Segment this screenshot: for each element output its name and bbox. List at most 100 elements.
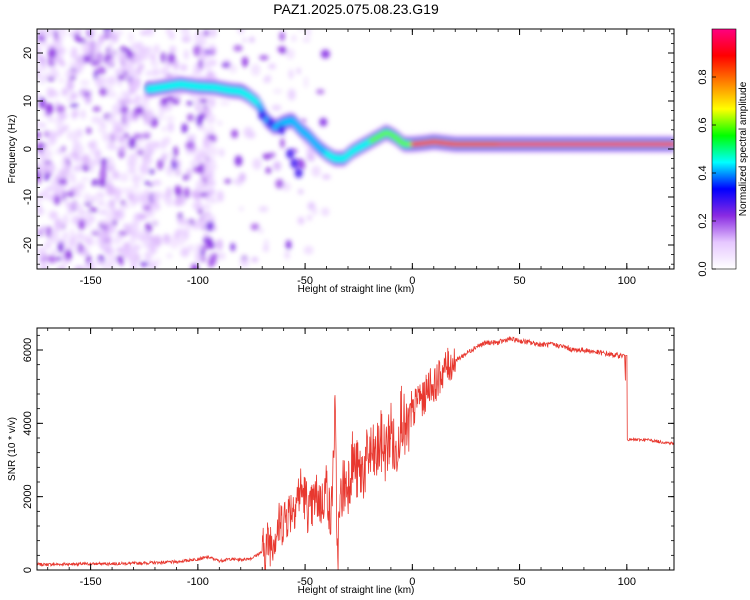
noise-blob xyxy=(93,227,104,233)
noise-blob xyxy=(190,160,197,167)
noise-blob xyxy=(96,191,105,200)
noise-blob xyxy=(125,118,130,130)
noise-blob xyxy=(72,130,78,136)
noise-blob xyxy=(196,114,203,127)
noise-blob xyxy=(60,168,67,179)
noise-blob xyxy=(136,230,146,236)
noise-blob xyxy=(73,192,82,198)
noise-blob xyxy=(101,34,111,40)
noise-blob xyxy=(144,180,149,185)
noise-blob xyxy=(68,70,78,77)
noise-blob xyxy=(105,85,114,92)
noise-blob xyxy=(131,42,140,51)
noise-blob xyxy=(80,79,90,86)
noise-blob xyxy=(125,58,134,71)
noise-blob xyxy=(114,187,122,199)
noise-blob xyxy=(141,48,148,61)
noise-blob xyxy=(138,63,145,70)
noise-blob xyxy=(124,74,130,80)
noise-blob xyxy=(57,241,64,253)
snr-y-tick-label: 0 xyxy=(22,567,34,573)
noise-blob xyxy=(108,58,116,65)
noise-blob xyxy=(273,161,282,171)
noise-blob xyxy=(50,231,56,238)
noise-blob xyxy=(68,31,76,37)
noise-blob xyxy=(92,106,101,112)
noise-blob xyxy=(53,39,63,51)
noise-blob xyxy=(57,178,68,185)
noise-blob xyxy=(239,206,244,211)
noise-blob xyxy=(134,175,145,181)
noise-blob xyxy=(80,109,86,120)
noise-blob xyxy=(148,182,154,187)
noise-blob xyxy=(45,239,51,250)
noise-blob xyxy=(207,134,216,140)
noise-blob xyxy=(42,146,49,157)
noise-blob xyxy=(67,191,75,198)
noise-blob xyxy=(179,63,188,72)
noise-blob xyxy=(265,167,272,174)
noise-blob xyxy=(291,34,297,42)
snr-x-tick-label: -150 xyxy=(80,576,102,588)
noise-blob xyxy=(40,122,45,128)
noise-blob xyxy=(106,184,116,196)
noise-blob xyxy=(65,202,76,209)
noise-blob xyxy=(153,141,161,149)
noise-blob xyxy=(321,207,330,217)
noise-blob xyxy=(165,167,171,175)
noise-blob xyxy=(113,235,121,246)
noise-blob xyxy=(102,264,108,269)
noise-blob xyxy=(57,112,68,120)
noise-blob xyxy=(117,147,125,153)
noise-blob xyxy=(174,198,182,207)
noise-blob xyxy=(40,244,46,255)
noise-blob xyxy=(107,235,113,247)
noise-blob xyxy=(145,158,153,165)
noise-blob xyxy=(184,221,192,232)
snr-y-tick-label: 2000 xyxy=(22,484,34,508)
noise-blob xyxy=(137,137,145,143)
noise-blob xyxy=(205,220,214,232)
noise-blob xyxy=(87,261,96,269)
noise-blob xyxy=(174,185,182,195)
noise-blob xyxy=(100,220,110,226)
noise-blob xyxy=(200,256,206,263)
noise-blob xyxy=(37,209,46,215)
spectrogram-y-tick-label: 10 xyxy=(22,95,34,107)
noise-blob xyxy=(193,94,202,105)
noise-blob xyxy=(306,29,311,37)
noise-blob xyxy=(194,152,204,164)
snr-panel: -150 -100 -50 0 50 100 0 2000 4000 6000 Height of… xyxy=(7,327,675,596)
noise-blob xyxy=(166,152,173,157)
noise-blob xyxy=(166,186,172,197)
noise-blob xyxy=(98,34,104,45)
noise-blob xyxy=(298,29,303,32)
noise-blob xyxy=(77,231,84,241)
spectrogram-x-tick-label: -100 xyxy=(187,275,209,287)
noise-blob xyxy=(165,199,174,207)
noise-blob xyxy=(117,74,124,81)
ridge-blob xyxy=(669,142,674,146)
noise-blob xyxy=(285,240,292,250)
noise-blob xyxy=(151,191,161,203)
noise-blob xyxy=(87,142,94,148)
noise-blob xyxy=(39,74,46,85)
noise-blob xyxy=(95,149,102,159)
colorbar-tick-label: 0.4 xyxy=(697,165,709,180)
noise-blob xyxy=(82,238,92,243)
noise-blob xyxy=(52,91,60,98)
noise-blob xyxy=(142,238,151,249)
noise-blob xyxy=(54,194,61,206)
noise-blob xyxy=(123,223,129,231)
noise-blob xyxy=(150,53,157,62)
ridge-blob xyxy=(290,158,299,169)
noise-blob xyxy=(105,136,113,144)
noise-blob xyxy=(107,29,112,36)
noise-blob xyxy=(38,97,46,109)
noise-blob xyxy=(250,223,260,231)
noise-blob xyxy=(242,37,247,43)
noise-blob xyxy=(307,214,312,221)
noise-blob xyxy=(131,152,137,165)
colorbar-frame xyxy=(711,28,737,270)
